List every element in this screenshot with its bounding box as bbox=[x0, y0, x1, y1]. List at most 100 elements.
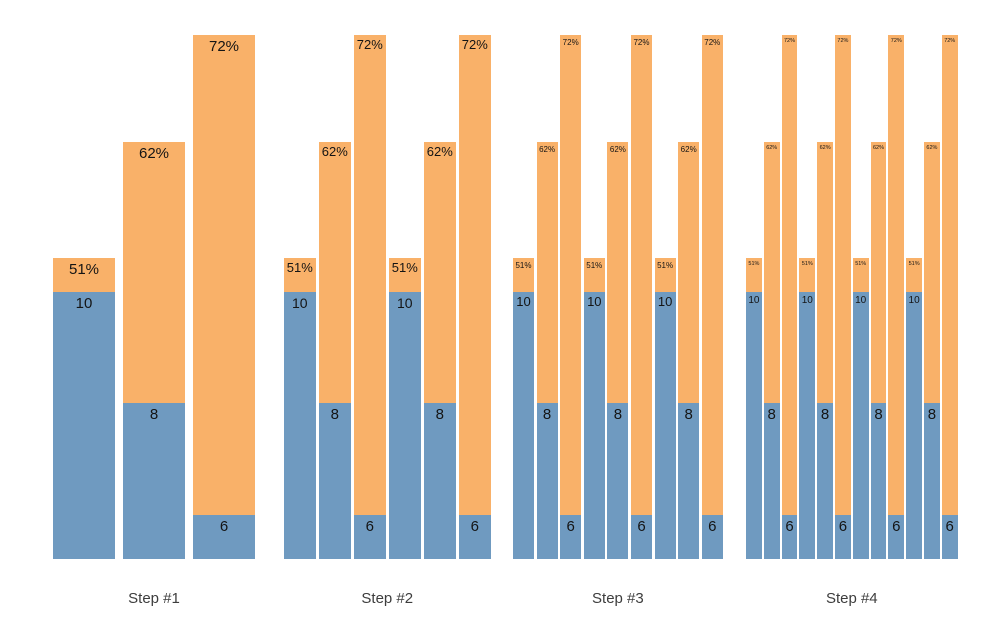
bar-value-label: 8 bbox=[149, 406, 159, 423]
bar-pct-label: 62% bbox=[926, 145, 938, 151]
stacked-bar: 72% 6 bbox=[835, 35, 851, 559]
bar-value-label: 8 bbox=[820, 406, 830, 423]
stacked-bar: 51% 10 bbox=[53, 258, 115, 559]
bar-pct-label: 72% bbox=[461, 37, 488, 52]
bar-segment-value: 6 bbox=[193, 515, 255, 559]
bar-value-label: 8 bbox=[874, 406, 883, 423]
bar-value-label: 6 bbox=[365, 518, 374, 535]
bar-segment-value: 6 bbox=[631, 515, 652, 559]
bar-pct-label: 72% bbox=[944, 38, 956, 44]
bar-segment-remainder: 72% bbox=[560, 35, 582, 515]
bar-segment-remainder: 72% bbox=[888, 35, 905, 515]
bar-pct-label: 72% bbox=[704, 38, 721, 47]
bar-segment-remainder: 62% bbox=[123, 142, 185, 403]
bar-segment-value: 10 bbox=[906, 292, 922, 559]
stacked-bar: 62% 8 bbox=[123, 142, 185, 559]
bar-segment-remainder: 62% bbox=[319, 142, 351, 403]
stacked-bar: 62% 8 bbox=[424, 142, 456, 559]
stacked-bar: 62% 8 bbox=[607, 142, 629, 559]
bar-segment-remainder: 72% bbox=[193, 35, 255, 515]
stacked-bar: 62% 8 bbox=[763, 142, 780, 559]
bar-segment-value: 10 bbox=[654, 292, 676, 559]
bar-segment-remainder: 72% bbox=[781, 35, 798, 515]
bar-value-label: 8 bbox=[542, 406, 552, 423]
bar-segment-value: 6 bbox=[354, 515, 386, 559]
bar-segment-value: 6 bbox=[941, 515, 958, 559]
bar-pct-label: 62% bbox=[609, 145, 626, 154]
stacked-bar: 72% 6 bbox=[781, 35, 798, 559]
stacked-bar: 72% 6 bbox=[560, 35, 582, 559]
bar-value-label: 8 bbox=[767, 406, 776, 423]
stacked-bar: 51% 10 bbox=[583, 258, 605, 559]
bar-segment-remainder: 62% bbox=[678, 142, 700, 403]
stacked-bar: 72% 6 bbox=[888, 35, 905, 559]
bar-segment-remainder: 62% bbox=[607, 142, 629, 403]
stacked-bar: 72% 6 bbox=[701, 35, 723, 559]
bar-value-label: 10 bbox=[801, 295, 813, 306]
bar-value-label: 10 bbox=[908, 295, 920, 306]
bar-segment-value: 8 bbox=[870, 403, 887, 559]
bar-segment-remainder: 51% bbox=[389, 258, 421, 292]
bar-segment-value: 8 bbox=[678, 403, 700, 559]
bar-segment-value: 8 bbox=[817, 403, 833, 559]
bar-value-label: 10 bbox=[291, 295, 308, 311]
bar-value-label: 10 bbox=[855, 295, 867, 306]
group-label: Step #1 bbox=[128, 590, 180, 607]
bar-segment-value: 6 bbox=[701, 515, 723, 559]
bar-segment-value: 10 bbox=[389, 292, 421, 559]
bar-segment-remainder: 62% bbox=[817, 142, 833, 403]
bar-segment-remainder: 62% bbox=[536, 142, 558, 403]
bar-pct-label: 51% bbox=[391, 260, 418, 275]
stacked-bar: 51% 10 bbox=[799, 258, 816, 559]
bar-pct-label: 72% bbox=[890, 38, 902, 44]
stacked-bar: 51% 10 bbox=[906, 258, 922, 559]
bar-pct-label: 72% bbox=[837, 38, 849, 44]
bar-pct-label: 51% bbox=[657, 261, 674, 270]
stacked-bar: 51% 10 bbox=[746, 258, 762, 559]
bar-pct-label: 62% bbox=[680, 145, 697, 154]
stacked-bar: 72% 6 bbox=[631, 35, 652, 559]
bar-pct-label: 72% bbox=[208, 38, 240, 55]
bar-segment-remainder: 72% bbox=[835, 35, 851, 515]
bar-segment-remainder: 51% bbox=[53, 258, 115, 292]
bar-segment-value: 10 bbox=[852, 292, 869, 559]
bar-pct-label: 72% bbox=[633, 38, 650, 47]
bar-segment-remainder: 51% bbox=[746, 258, 762, 292]
bar-pct-label: 62% bbox=[539, 145, 556, 154]
bar-segment-remainder: 72% bbox=[459, 35, 491, 515]
bar-segment-remainder: 51% bbox=[513, 258, 534, 292]
bar-pct-label: 62% bbox=[321, 144, 348, 159]
bar-segment-value: 6 bbox=[835, 515, 851, 559]
bar-segment-remainder: 62% bbox=[924, 142, 940, 403]
bar-value-label: 10 bbox=[516, 294, 531, 309]
bar-segment-value: 8 bbox=[123, 403, 185, 559]
bar-value-label: 6 bbox=[785, 518, 794, 535]
bar-segment-value: 6 bbox=[560, 515, 582, 559]
bar-segment-remainder: 51% bbox=[799, 258, 816, 292]
stacked-bar: 72% 6 bbox=[354, 35, 386, 559]
bar-segment-remainder: 72% bbox=[701, 35, 723, 515]
bar-segment-value: 6 bbox=[781, 515, 798, 559]
bar-segment-remainder: 72% bbox=[354, 35, 386, 515]
bar-segment-remainder: 62% bbox=[870, 142, 887, 403]
bar-segment-remainder: 62% bbox=[763, 142, 780, 403]
bar-segment-remainder: 62% bbox=[424, 142, 456, 403]
bar-segment-remainder: 51% bbox=[906, 258, 922, 292]
stacked-bar: 72% 6 bbox=[193, 35, 255, 559]
bar-segment-value: 10 bbox=[799, 292, 816, 559]
bar-pct-label: 51% bbox=[286, 260, 313, 275]
bar-segment-value: 6 bbox=[459, 515, 491, 559]
stacked-bar: 72% 6 bbox=[459, 35, 491, 559]
bar-segment-remainder: 72% bbox=[941, 35, 958, 515]
bar-value-label: 6 bbox=[945, 518, 954, 535]
stacked-bar: 62% 8 bbox=[536, 142, 558, 559]
bar-pct-label: 62% bbox=[872, 145, 884, 151]
bar-pct-label: 72% bbox=[562, 38, 579, 47]
group-label: Step #4 bbox=[825, 590, 878, 607]
bar-segment-value: 10 bbox=[746, 292, 762, 559]
bar-value-label: 8 bbox=[330, 406, 339, 423]
stacked-bar: 72% 6 bbox=[941, 35, 958, 559]
stacked-bar: 62% 8 bbox=[870, 142, 887, 559]
bar-value-label: 6 bbox=[708, 518, 717, 535]
